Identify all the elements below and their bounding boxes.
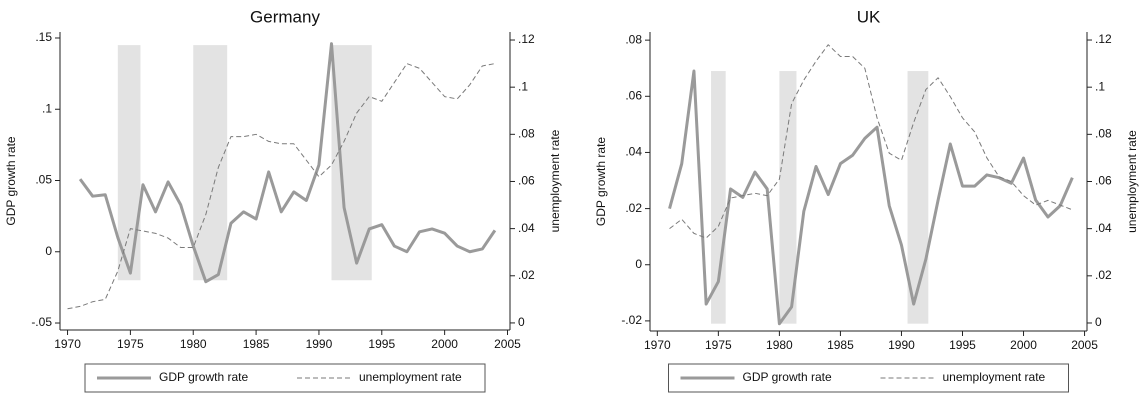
y-axis-label: GDP growth rate [4, 136, 18, 225]
y-tick-label: .05 [35, 173, 52, 187]
legend-label: unemployment rate [359, 370, 462, 384]
y2-tick-label: .12 [518, 32, 535, 46]
series-line [669, 44, 1073, 239]
x-tick-label: 2005 [494, 337, 521, 351]
legend-box [84, 363, 486, 393]
x-tick-label: 1970 [54, 337, 81, 351]
y-tick-label: .04 [625, 145, 642, 159]
x-tick-label: 2005 [1071, 338, 1098, 352]
y2-tick-label: .1 [518, 79, 528, 93]
y-tick-label: .1 [42, 101, 52, 115]
y2-tick-label: .02 [518, 268, 535, 282]
y-tick-label: -.05 [31, 315, 52, 329]
legend-box [668, 363, 1069, 393]
legend-label: unemployment rate [943, 370, 1046, 384]
chart-title: UK [857, 7, 881, 26]
y2-tick-label: 0 [1095, 315, 1102, 329]
y2-tick-label: .04 [518, 221, 535, 235]
x-tick-label: 1975 [705, 338, 732, 352]
series-line [668, 69, 1074, 326]
y-tick-label: -.02 [621, 313, 642, 327]
y-tick-label: .08 [625, 32, 642, 46]
y2-tick-label: .02 [1095, 268, 1112, 282]
y-axis-label: GDP growth rate [594, 137, 608, 226]
x-tick-label: 1980 [766, 338, 793, 352]
y2-tick-label: .04 [1095, 221, 1112, 235]
y-tick-label: .02 [625, 201, 642, 215]
x-tick-label: 2000 [1010, 338, 1037, 352]
y-tick-label: 0 [45, 244, 52, 258]
x-tick-label: 1970 [644, 338, 671, 352]
y2-tick-label: .06 [1095, 174, 1112, 188]
recession-band [193, 45, 228, 281]
chart-title: Germany [250, 7, 320, 26]
recession-band [711, 71, 726, 324]
y2-axis-label: unemployment rate [1125, 130, 1139, 233]
legend-label: GDP growth rate [159, 370, 248, 384]
y2-tick-label: .12 [1095, 32, 1112, 46]
recession-band [907, 71, 929, 324]
y2-tick-label: .1 [1095, 79, 1105, 93]
legend-label: GDP growth rate [743, 370, 832, 384]
y2-tick-label: .08 [1095, 127, 1112, 141]
x-tick-label: 1995 [368, 337, 395, 351]
y-tick-label: .06 [625, 88, 642, 102]
y2-tick-label: .08 [518, 126, 535, 140]
series-line [67, 63, 496, 310]
x-tick-label: 1995 [949, 338, 976, 352]
x-tick-label: 1990 [306, 337, 333, 351]
x-tick-label: 1985 [827, 338, 854, 352]
y2-axis-label: unemployment rate [548, 129, 562, 232]
y-tick-label: .15 [35, 30, 52, 44]
x-tick-label: 1980 [180, 337, 207, 351]
recession-band [779, 71, 797, 324]
series-line [78, 42, 497, 284]
y-tick-label: 0 [635, 257, 642, 271]
y2-tick-label: 0 [518, 315, 525, 329]
x-tick-label: 1975 [117, 337, 144, 351]
y2-tick-label: .06 [518, 174, 535, 188]
recession-band [117, 45, 141, 281]
x-tick-label: 2000 [431, 337, 458, 351]
x-tick-label: 1985 [243, 337, 270, 351]
x-tick-label: 1990 [888, 338, 915, 352]
